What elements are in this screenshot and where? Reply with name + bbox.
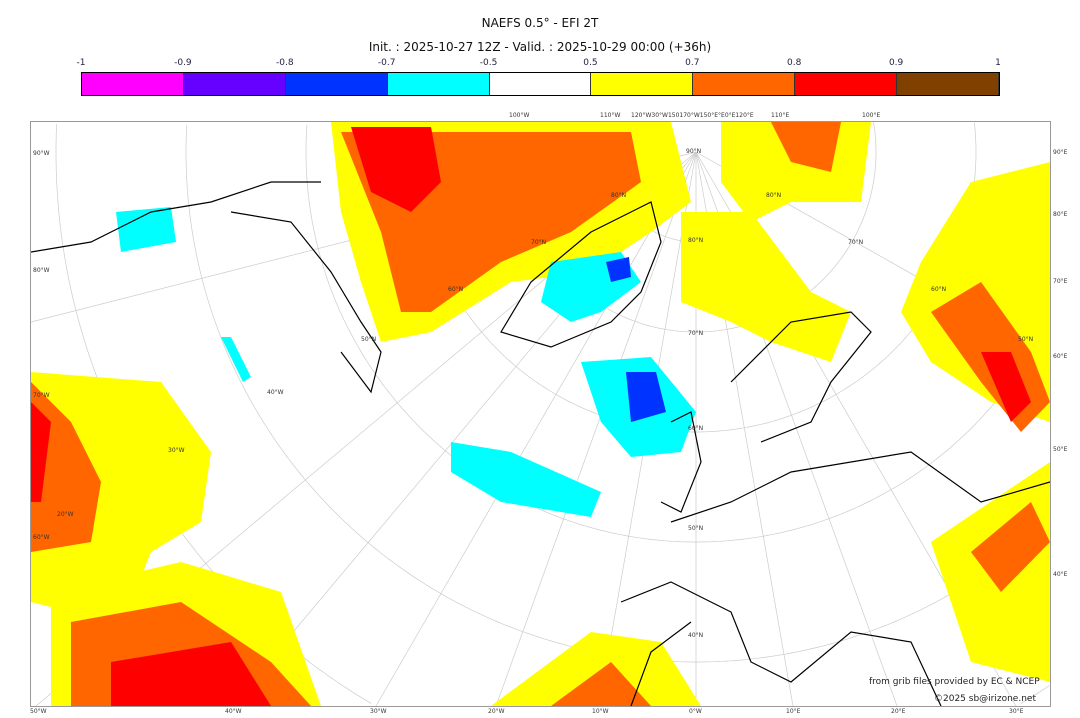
colorbar-tick: 0.8 [787, 58, 802, 68]
lon-label-left: 80°W [33, 267, 50, 274]
coastlines [31, 181, 1050, 706]
right-label: 60°E [1053, 353, 1068, 360]
colorbar-segment [897, 73, 1000, 95]
right-label: 70°E [1053, 278, 1068, 285]
map-canvas [31, 122, 1050, 706]
lat-label: 80°N [611, 192, 627, 199]
bottom-lon-label: 10°E [786, 708, 801, 715]
lon-label: 30°W [168, 447, 185, 454]
colorbar-tick: -0.7 [377, 58, 396, 68]
latitude-circle [305, 124, 1050, 543]
colorbar-tick: 0.5 [583, 58, 598, 68]
bottom-lon-label: 50°W [30, 708, 47, 715]
colorbar-tick: -0.8 [275, 58, 294, 68]
right-label: 50°E [1053, 446, 1068, 453]
lat-label: 50°N [1018, 336, 1034, 343]
lon-label-left: 60°W [33, 534, 50, 541]
lon-label: 40°W [267, 389, 284, 396]
colorbar-segment [183, 73, 286, 95]
bottom-lon-label: 20°E [891, 708, 906, 715]
credit-source: from grib files provided by EC & NCEP [869, 677, 1040, 687]
lat-label: 70°N [688, 330, 704, 337]
top-label: 110°E [771, 112, 790, 119]
bottom-lon-label: 30°W [370, 708, 387, 715]
lat-label: 50°N [361, 336, 377, 343]
colorbar-segment [285, 73, 388, 95]
lat-label: 80°N [688, 237, 704, 244]
lat-label: 90°N [686, 148, 702, 155]
lon-label-left: 70°W [33, 392, 50, 399]
lat-label: 40°N [688, 632, 704, 639]
lon-label-left: 90°W [33, 150, 50, 157]
lat-label: 60°N [688, 425, 704, 432]
lon-label: 20°W [57, 511, 74, 518]
top-label: 100°E [862, 112, 881, 119]
colorbar-tick: 1 [995, 58, 1001, 68]
lat-label: 50°N [688, 525, 704, 532]
right-label: 80°E [1053, 211, 1068, 218]
credit-author: ©2025 sb@irizone.net [934, 694, 1036, 704]
colorbar-tick: -0.5 [479, 58, 498, 68]
lat-label: 70°N [848, 239, 864, 246]
colorbar-segment [795, 73, 898, 95]
top-label: 110°W [600, 112, 621, 119]
colorbar-segment [489, 73, 592, 95]
bottom-lon-label: 40°W [225, 708, 242, 715]
lat-label: 70°N [531, 239, 547, 246]
bottom-lon-label: 10°W [592, 708, 609, 715]
bottom-lon-label: 20°W [488, 708, 505, 715]
right-label: 40°E [1053, 571, 1068, 578]
right-label: 90°E [1053, 149, 1068, 156]
top-label: 100°W [509, 112, 530, 119]
lat-label: 60°N [448, 286, 464, 293]
bottom-lon-label: 0°W [689, 708, 702, 715]
colorbar-segment [82, 73, 184, 95]
bottom-lon-label: 30°E [1009, 708, 1024, 715]
top-label: 120°W30°W150170°W150°E°E0°E120°E [631, 112, 754, 119]
colorbar-tick: -0.9 [174, 58, 192, 68]
colorbar-tick: -1 [76, 58, 86, 68]
lat-label: 80°N [766, 192, 782, 199]
colorbar-segment [387, 73, 490, 95]
colorbar [81, 72, 1000, 96]
map-subtitle: Init. : 2025-10-27 12Z - Valid. : 2025-1… [368, 40, 712, 54]
colorbar-segment [591, 73, 694, 95]
map-title: NAEFS 0.5° - EFI 2T [481, 16, 599, 30]
colorbar-tick: 0.7 [685, 58, 700, 68]
colorbar-segment [693, 73, 796, 95]
latitude-circle [185, 125, 1048, 663]
efi-map: 90°W 80°W 70°W 60°W 90°N 80°N 80°N 80°N … [30, 121, 1051, 707]
efi-fields [31, 122, 1050, 706]
colorbar-tick: 0.9 [888, 58, 904, 68]
lat-label: 60°N [931, 286, 947, 293]
